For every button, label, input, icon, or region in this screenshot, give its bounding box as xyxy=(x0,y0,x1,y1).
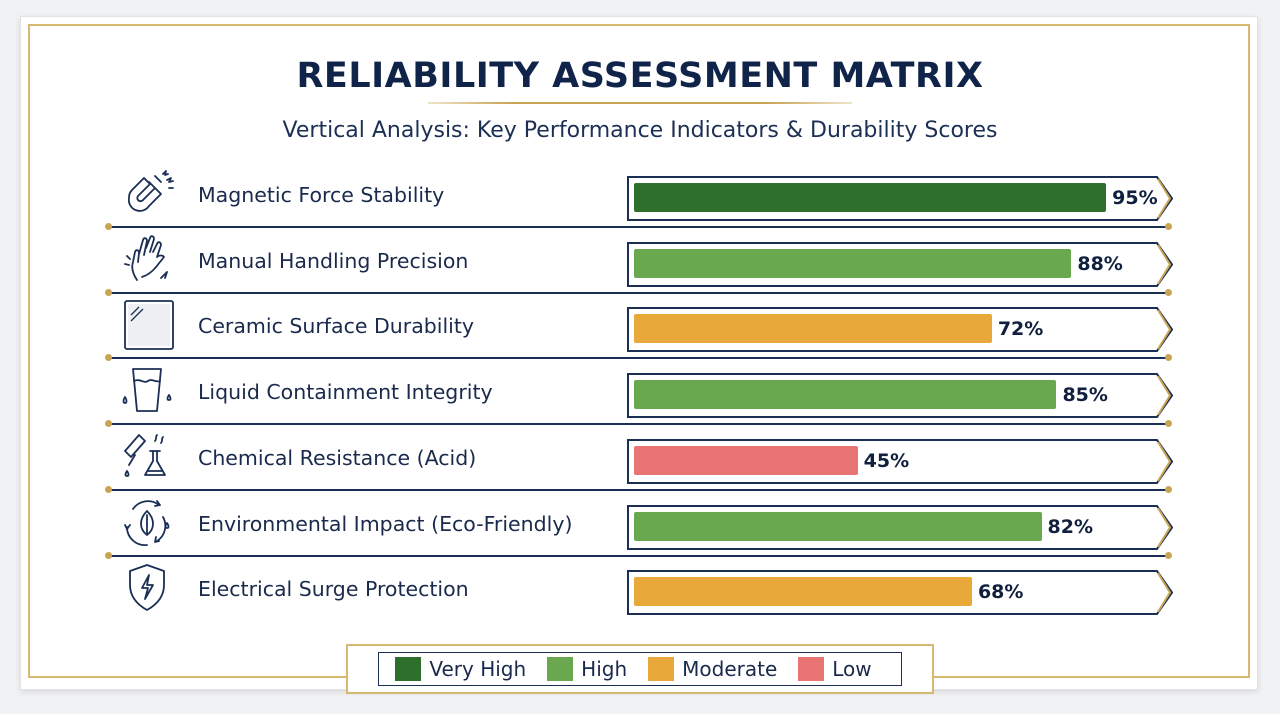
bar xyxy=(634,183,1107,212)
bar-row: Manual Handling Precision 88% xyxy=(0,228,1280,294)
bar-track: 88% xyxy=(627,241,1173,287)
divider-dot xyxy=(105,420,112,428)
bar-track: 68% xyxy=(627,570,1173,616)
divider-dot xyxy=(1165,223,1172,230)
bar xyxy=(634,445,858,475)
row-divider xyxy=(105,288,1172,296)
legend-box: Very High High Moderate Low xyxy=(378,652,902,686)
row-divider xyxy=(105,420,1172,428)
bar-row: Liquid Containment Integrity 85% xyxy=(0,359,1280,425)
divider-dot xyxy=(105,485,112,493)
legend: Very High High Moderate Low xyxy=(346,644,934,694)
divider-dot xyxy=(1165,288,1172,296)
eco-leaf-icon xyxy=(117,497,177,549)
legend-item: Very High xyxy=(395,657,526,681)
magnet-icon xyxy=(117,168,177,220)
divider-dot xyxy=(105,354,112,362)
legend-item: Moderate xyxy=(648,657,777,681)
value-label: 45% xyxy=(863,449,910,472)
category-label: Manual Handling Precision xyxy=(198,248,469,273)
bar-track: 45% xyxy=(627,438,1173,484)
legend-label: High xyxy=(581,657,628,681)
legend-label: Low xyxy=(832,657,872,681)
legend-label: Very High xyxy=(429,657,527,681)
category-label: Liquid Containment Integrity xyxy=(198,380,493,405)
bar-row: Magnetic Force Stability 95% xyxy=(0,162,1280,228)
row-divider xyxy=(105,485,1172,493)
divider-dot xyxy=(1165,551,1172,559)
legend-label: Moderate xyxy=(682,657,778,681)
row-divider xyxy=(105,354,1172,362)
legend-swatch xyxy=(547,657,574,681)
divider-dot xyxy=(105,288,112,296)
category-label: Chemical Resistance (Acid) xyxy=(198,445,477,470)
bar xyxy=(634,248,1072,278)
bar-row: Electrical Surge Protection 68% xyxy=(0,556,1280,622)
legend-swatch xyxy=(395,657,422,681)
bar xyxy=(634,314,992,344)
divider-dot xyxy=(105,223,112,230)
shield-bolt-icon xyxy=(117,562,177,614)
legend-item: High xyxy=(547,657,627,681)
divider-dot xyxy=(1165,420,1172,428)
bar-track: 95% xyxy=(627,176,1173,221)
bar-row: Environmental Impact (Eco-Friendly) 82% xyxy=(0,491,1280,557)
legend-swatch xyxy=(648,657,675,681)
category-label: Magnetic Force Stability xyxy=(198,183,445,207)
chart-subtitle: Vertical Analysis: Key Performance Indic… xyxy=(282,118,998,143)
bar xyxy=(634,577,972,607)
value-label: 68% xyxy=(977,581,1024,604)
bar-track: 72% xyxy=(627,307,1173,353)
value-label: 85% xyxy=(1062,384,1108,407)
chemistry-flask-icon xyxy=(117,431,177,483)
ceramic-tile-icon xyxy=(117,299,177,351)
legend-item: Low xyxy=(798,657,872,681)
value-label: 72% xyxy=(997,318,1044,341)
bar-row: Ceramic Surface Durability 72% xyxy=(0,293,1280,359)
category-label: Environmental Impact (Eco-Friendly) xyxy=(198,511,573,536)
divider-dot xyxy=(1165,354,1172,362)
value-label: 82% xyxy=(1047,515,1094,538)
title-underline xyxy=(428,102,852,104)
divider-dot xyxy=(1165,485,1172,493)
row-divider xyxy=(105,223,1172,230)
bar-row: Chemical Resistance (Acid) 45% xyxy=(0,425,1280,491)
category-label: Electrical Surge Protection xyxy=(198,577,469,602)
row-divider xyxy=(105,551,1172,559)
divider-dot xyxy=(105,551,112,559)
chart-title: RELIABILITY ASSESSMENT MATRIX xyxy=(296,56,984,96)
water-glass-icon xyxy=(117,365,177,417)
bar-track: 82% xyxy=(627,504,1173,550)
legend-swatch xyxy=(798,657,825,681)
bar-track: 85% xyxy=(627,373,1173,419)
value-label: 95% xyxy=(1112,187,1158,209)
value-label: 88% xyxy=(1077,252,1123,275)
hand-icon xyxy=(117,234,177,286)
category-label: Ceramic Surface Durability xyxy=(198,314,475,339)
bar xyxy=(634,380,1057,410)
bar xyxy=(634,511,1042,541)
